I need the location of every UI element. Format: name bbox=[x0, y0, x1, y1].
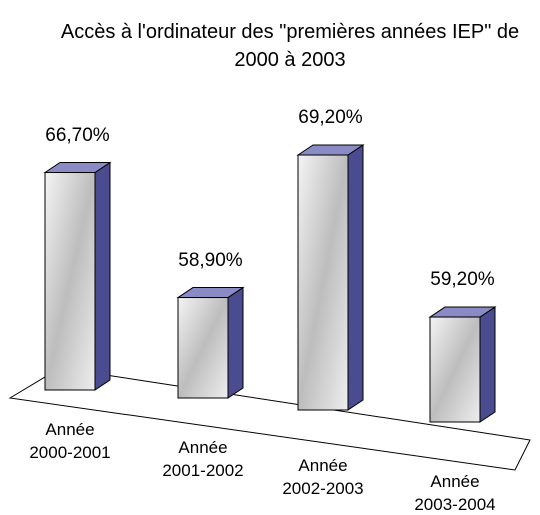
x-tick-label: Année 2003-2004 bbox=[410, 470, 500, 515]
bar-side bbox=[348, 145, 363, 410]
bar-side bbox=[228, 288, 243, 398]
bar bbox=[430, 317, 480, 422]
bar bbox=[178, 298, 228, 398]
value-label: 66,70% bbox=[23, 125, 133, 147]
x-tick-label: Année 2000-2001 bbox=[25, 418, 115, 464]
value-label: 58,90% bbox=[156, 250, 266, 272]
x-tick-label: Année 2002-2003 bbox=[278, 454, 368, 500]
x-tick-label: Année 2001-2002 bbox=[158, 436, 248, 482]
page: Accès à l'ordinateur des "premières anné… bbox=[0, 0, 540, 515]
bar-side bbox=[480, 307, 495, 422]
bar bbox=[45, 173, 95, 390]
value-label: 59,20% bbox=[408, 269, 518, 291]
value-label: 69,20% bbox=[276, 107, 386, 129]
bar bbox=[298, 155, 348, 410]
chart-title: Accès à l'ordinateur des "premières anné… bbox=[40, 18, 540, 74]
bar-side bbox=[95, 163, 110, 390]
